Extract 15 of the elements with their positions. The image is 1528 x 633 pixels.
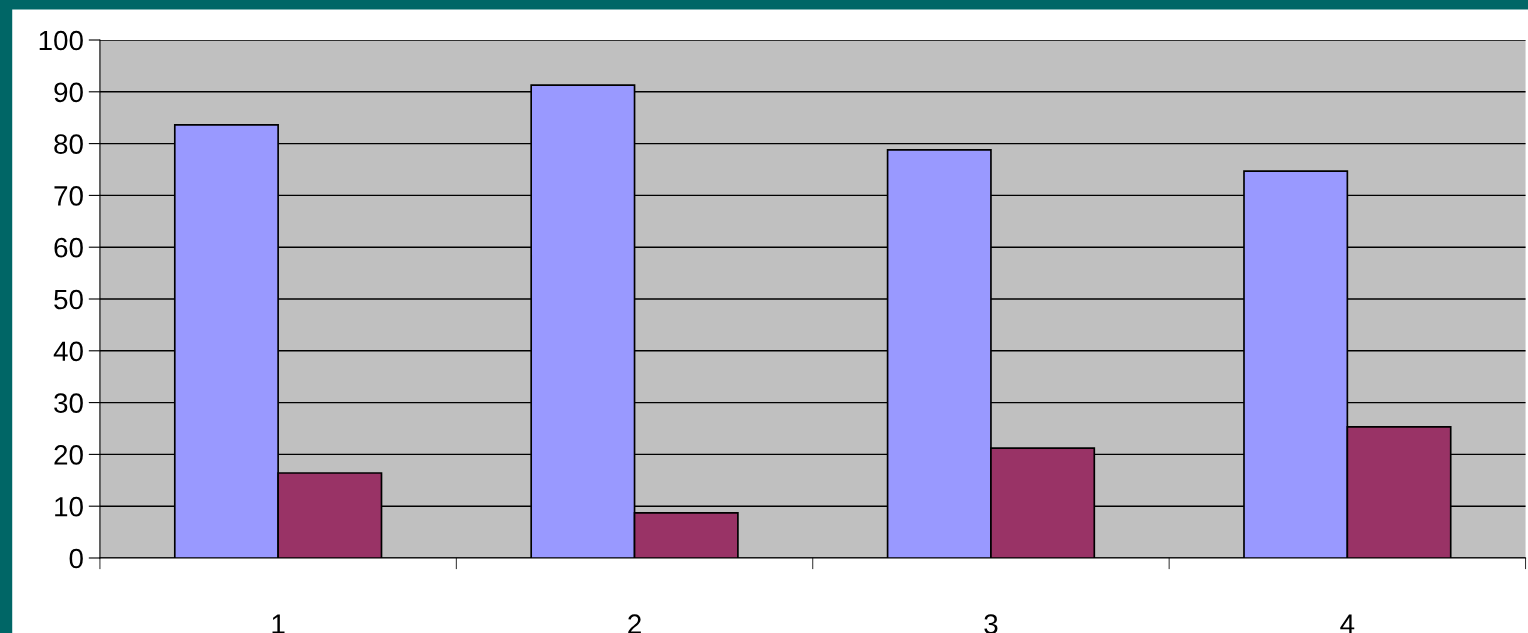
y-tick-label: 20 bbox=[54, 445, 83, 465]
y-tick-label: 90 bbox=[54, 82, 83, 103]
y-tick-label: 60 bbox=[54, 237, 83, 258]
x-tick-label: 2 bbox=[628, 614, 641, 633]
x-tick-label: 4 bbox=[1340, 614, 1355, 633]
y-tick-label: 70 bbox=[54, 186, 83, 206]
y-tick-label: 0 bbox=[69, 548, 83, 569]
y-tick-label: 40 bbox=[53, 341, 83, 362]
y-tick-label: 80 bbox=[54, 134, 83, 154]
y-tick-label: 50 bbox=[54, 289, 83, 310]
x-tick-label: 3 bbox=[984, 614, 998, 633]
y-tick-label: 30 bbox=[54, 393, 83, 413]
x-tick-label: 1 bbox=[272, 614, 285, 633]
y-tick-label: 100 bbox=[39, 30, 83, 51]
y-tick-label: 10 bbox=[55, 496, 83, 517]
